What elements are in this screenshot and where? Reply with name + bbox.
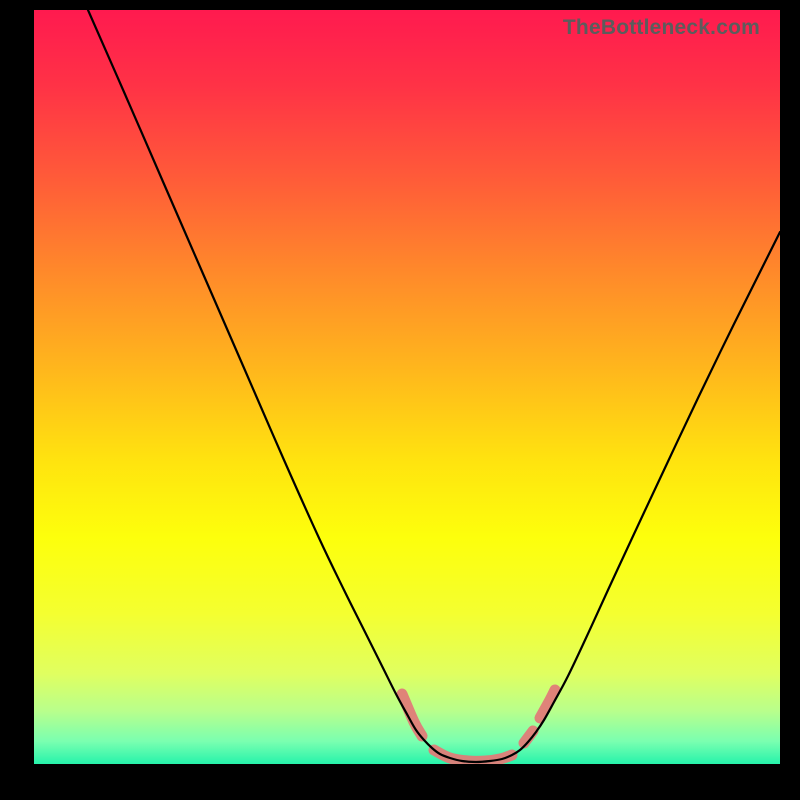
chart-frame: TheBottleneck.com [0,0,800,800]
accent-segment-0 [402,694,422,736]
plot-area: TheBottleneck.com [34,10,780,764]
accent-segments-group [402,690,555,761]
bottleneck-curve [88,10,780,762]
curve-layer [34,10,780,764]
